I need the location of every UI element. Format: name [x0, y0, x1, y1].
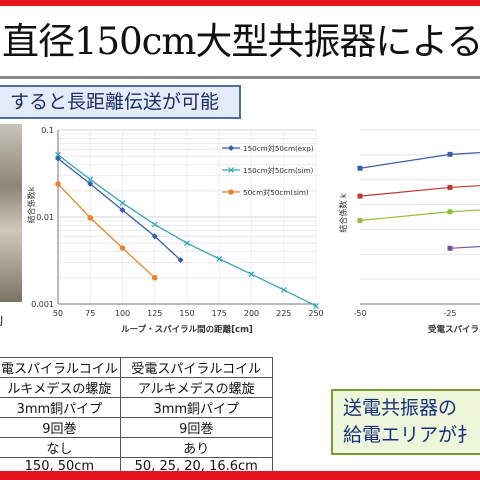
- series-line: [57, 183, 156, 279]
- data-point: [357, 217, 363, 223]
- data-point: [357, 165, 363, 171]
- coupling-distance-chart: 50 75 100 125 150 175 200 225 250 0.1 0.01 0.001 ループ…: [26, 126, 324, 335]
- callout-line-2: 給電エリアが扌: [343, 424, 477, 446]
- series-line: [359, 209, 480, 222]
- x-tick-label: 75: [85, 309, 95, 318]
- data-point: [55, 181, 61, 187]
- data-point: [177, 257, 184, 264]
- data-point: [357, 193, 363, 199]
- spec-row: 9回巻 9回巻: [0, 417, 273, 438]
- spec-row: 電スパイラルコイル 受電スパイラルコイル: [0, 357, 273, 378]
- spec-cell-receive: 受電スパイラルコイル: [119, 357, 273, 378]
- data-point: [447, 209, 453, 215]
- data-point: [87, 176, 94, 183]
- data-point: [280, 287, 287, 293]
- spec-cell-receive: あり: [119, 437, 273, 458]
- x-tick-label: 100: [115, 309, 130, 318]
- x-tick-label: -25: [443, 309, 456, 318]
- spec-cell-receive: 9回巻: [119, 417, 273, 438]
- photo-mark: J: [0, 314, 4, 327]
- y-tick-label: 0.1: [41, 126, 54, 135]
- data-point: [119, 207, 126, 214]
- x-tick-label: 200: [244, 309, 259, 318]
- legend-marker: [228, 167, 234, 173]
- spec-cell-receive: 3mm銅パイプ: [119, 397, 273, 418]
- y-axis-label: 結合係数k: [26, 186, 36, 223]
- spec-cell-receive: アルキメデスの螺旋: [119, 377, 273, 398]
- series-line: [359, 152, 480, 169]
- x-tick-label: 250: [308, 309, 323, 318]
- x-tick-label: 50: [53, 309, 63, 318]
- y-tick-label: 0.01: [36, 213, 54, 222]
- bottom-red-bar: [0, 471, 480, 480]
- legend-marker: [228, 189, 234, 195]
- data-point: [87, 180, 94, 187]
- data-point: [119, 245, 126, 251]
- y-axis-label: 結合係数 k: [338, 193, 348, 233]
- top-red-bar: [0, 0, 480, 6]
- spec-table: 電スパイラルコイル 受電スパイラルコイル ルキメデスの螺旋 アルキメデスの螺旋 3mm銅…: [0, 357, 273, 476]
- callout-box: 送電共振器の 給電エリアが扌: [331, 389, 480, 455]
- data-point: [151, 233, 158, 240]
- data-point: [151, 275, 158, 281]
- spec-row: ルキメデスの螺旋 アルキメデスの螺旋: [0, 377, 273, 398]
- data-point: [55, 155, 61, 162]
- title-divider: [0, 76, 480, 79]
- data-point: [216, 255, 223, 262]
- data-point: [184, 240, 190, 247]
- legend-label: 50cm対50cm(sim): [243, 188, 309, 197]
- x-tick-label: 225: [276, 309, 291, 318]
- spec-cell-transmit: なし: [0, 437, 121, 458]
- series-line: [449, 245, 480, 249]
- spec-row: なし あり: [0, 437, 273, 458]
- data-point: [447, 245, 453, 251]
- spec-cell-transmit: 電スパイラルコイル: [0, 357, 121, 378]
- resonator-photo: [0, 124, 22, 302]
- legend-marker: [228, 145, 234, 151]
- slide-title: 直径150cm大型共振器による: [2, 20, 480, 63]
- x-tick-label: 125: [147, 309, 162, 318]
- spec-cell-transmit: ルキメデスの螺旋: [0, 377, 121, 398]
- spec-cell-transmit: 9回巻: [0, 417, 121, 438]
- data-point: [447, 151, 453, 157]
- subtitle-box: すると長距離伝送が可能: [0, 85, 241, 119]
- coupling-offset-chart: -50 -25 受電スパイラル 結合係数 k: [338, 129, 480, 335]
- x-axis-label: 受電スパイラル: [428, 324, 480, 335]
- x-tick-label: 150: [179, 309, 194, 318]
- spec-row: 3mm銅パイプ 3mm銅パイプ: [0, 397, 273, 418]
- data-point: [151, 221, 158, 228]
- x-tick-label: -50: [353, 309, 366, 318]
- data-point: [313, 303, 319, 309]
- x-axis-label: ループ・スパイラル間の距離[cm]: [121, 324, 253, 335]
- legend-label: 150cm対50cm(sim): [243, 166, 314, 175]
- series-line: [359, 185, 480, 197]
- legend-label: 150cm対50cm(exp): [243, 144, 314, 153]
- spec-cell-transmit: 3mm銅パイプ: [0, 397, 121, 418]
- data-point: [119, 200, 126, 206]
- y-tick-label: 0.001: [31, 300, 54, 309]
- x-tick-label: 175: [212, 309, 227, 318]
- data-point: [55, 151, 61, 158]
- data-point: [447, 184, 453, 190]
- data-point: [87, 214, 94, 221]
- callout-line-1: 送電共振器の: [343, 397, 458, 419]
- data-point: [248, 271, 255, 278]
